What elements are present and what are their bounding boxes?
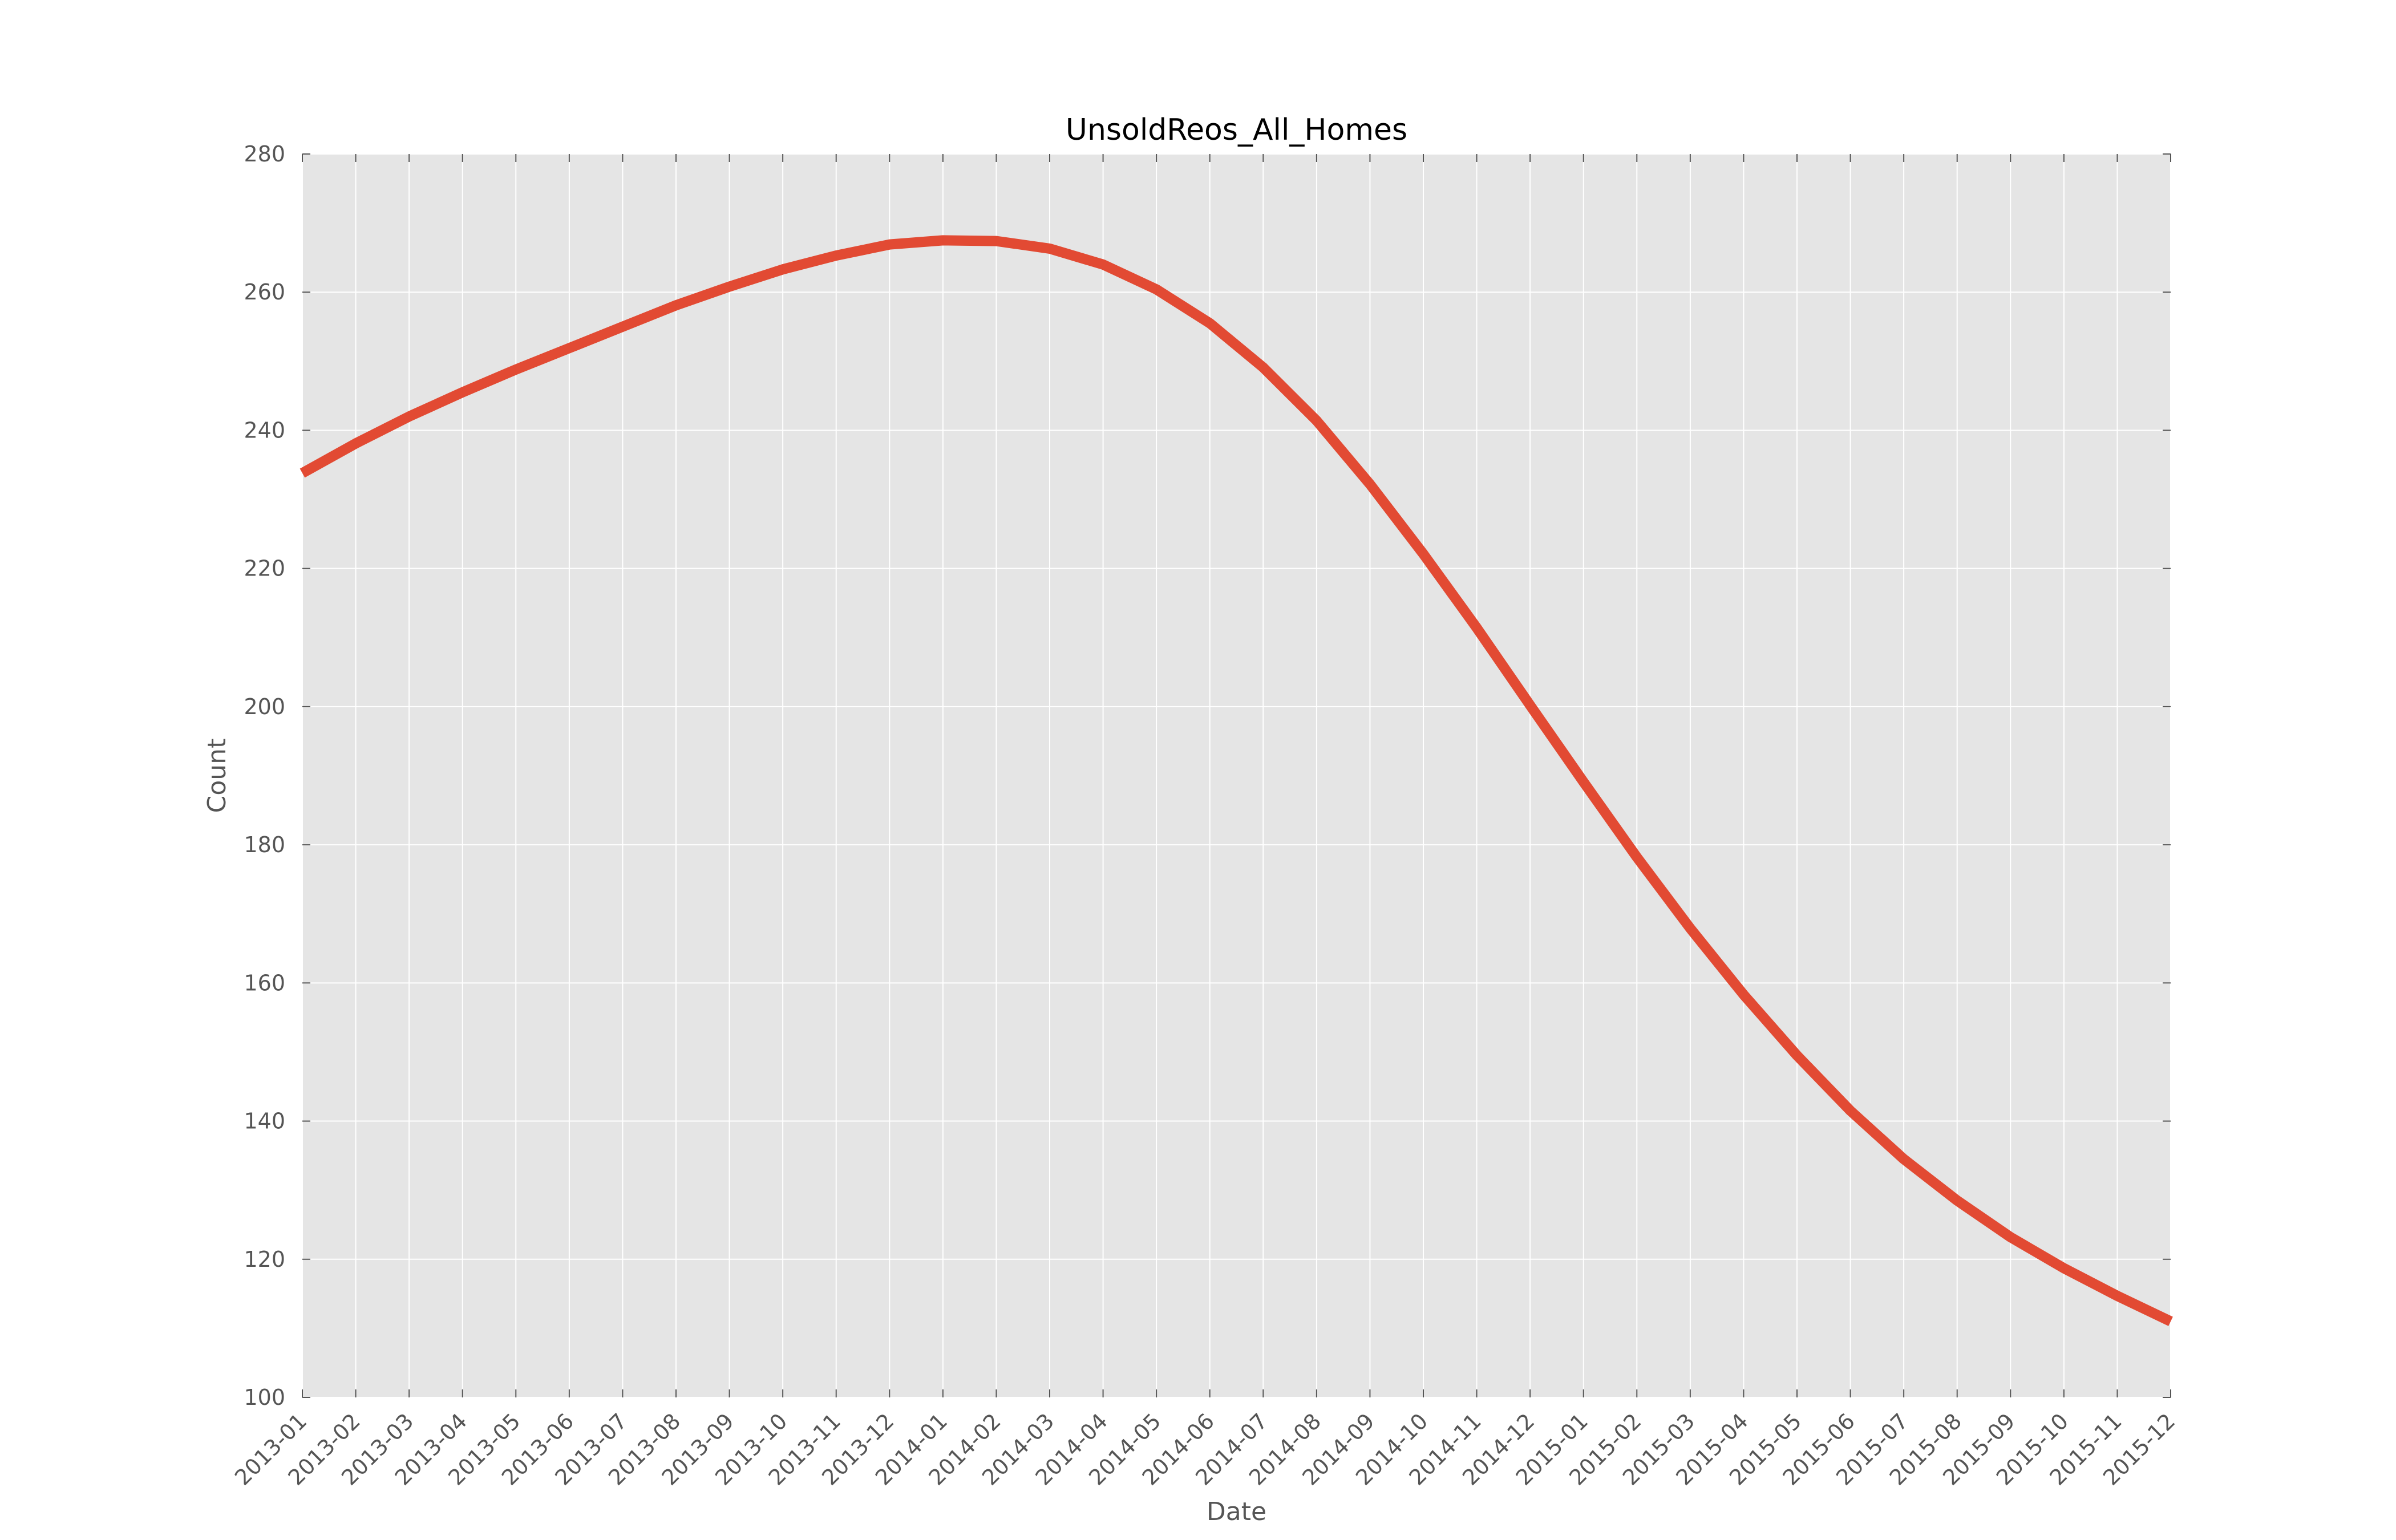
- y-tick-label: 200: [244, 694, 285, 719]
- y-tick-label: 140: [244, 1109, 285, 1134]
- y-tick-label: 260: [244, 279, 285, 305]
- y-tick-label: 180: [244, 832, 285, 857]
- y-tick-label: 220: [244, 556, 285, 581]
- grid-lines: [302, 153, 2171, 1398]
- y-tick-label: 120: [244, 1247, 285, 1272]
- series-line: [300, 235, 2173, 1326]
- y-axis-label: Count: [203, 739, 232, 813]
- axes: [302, 153, 2171, 1398]
- y-tick-label: 160: [244, 970, 285, 995]
- y-tick-label: 280: [244, 141, 285, 167]
- plot-area: [302, 154, 2171, 1397]
- x-axis-label: Date: [1207, 1497, 1266, 1526]
- y-tick-label: 240: [244, 418, 285, 443]
- chart-title: UnsoldReos_All_Homes: [1066, 113, 1407, 147]
- y-tick-label: 100: [244, 1385, 285, 1410]
- series-layer: [300, 235, 2173, 1326]
